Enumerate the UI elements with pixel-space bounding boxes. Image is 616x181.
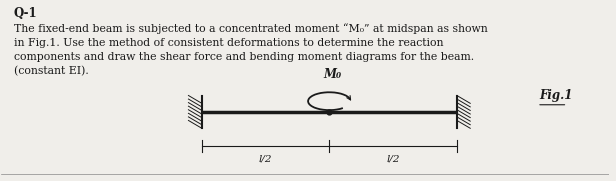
Text: Fig.1: Fig.1 — [539, 89, 572, 102]
Text: The fixed-end beam is subjected to a concentrated moment “M₀” at midspan as show: The fixed-end beam is subjected to a con… — [14, 23, 487, 76]
Text: l/2: l/2 — [259, 155, 272, 164]
Text: l/2: l/2 — [386, 155, 400, 164]
Text: M₀: M₀ — [323, 68, 341, 81]
Text: Q-1: Q-1 — [14, 7, 37, 20]
